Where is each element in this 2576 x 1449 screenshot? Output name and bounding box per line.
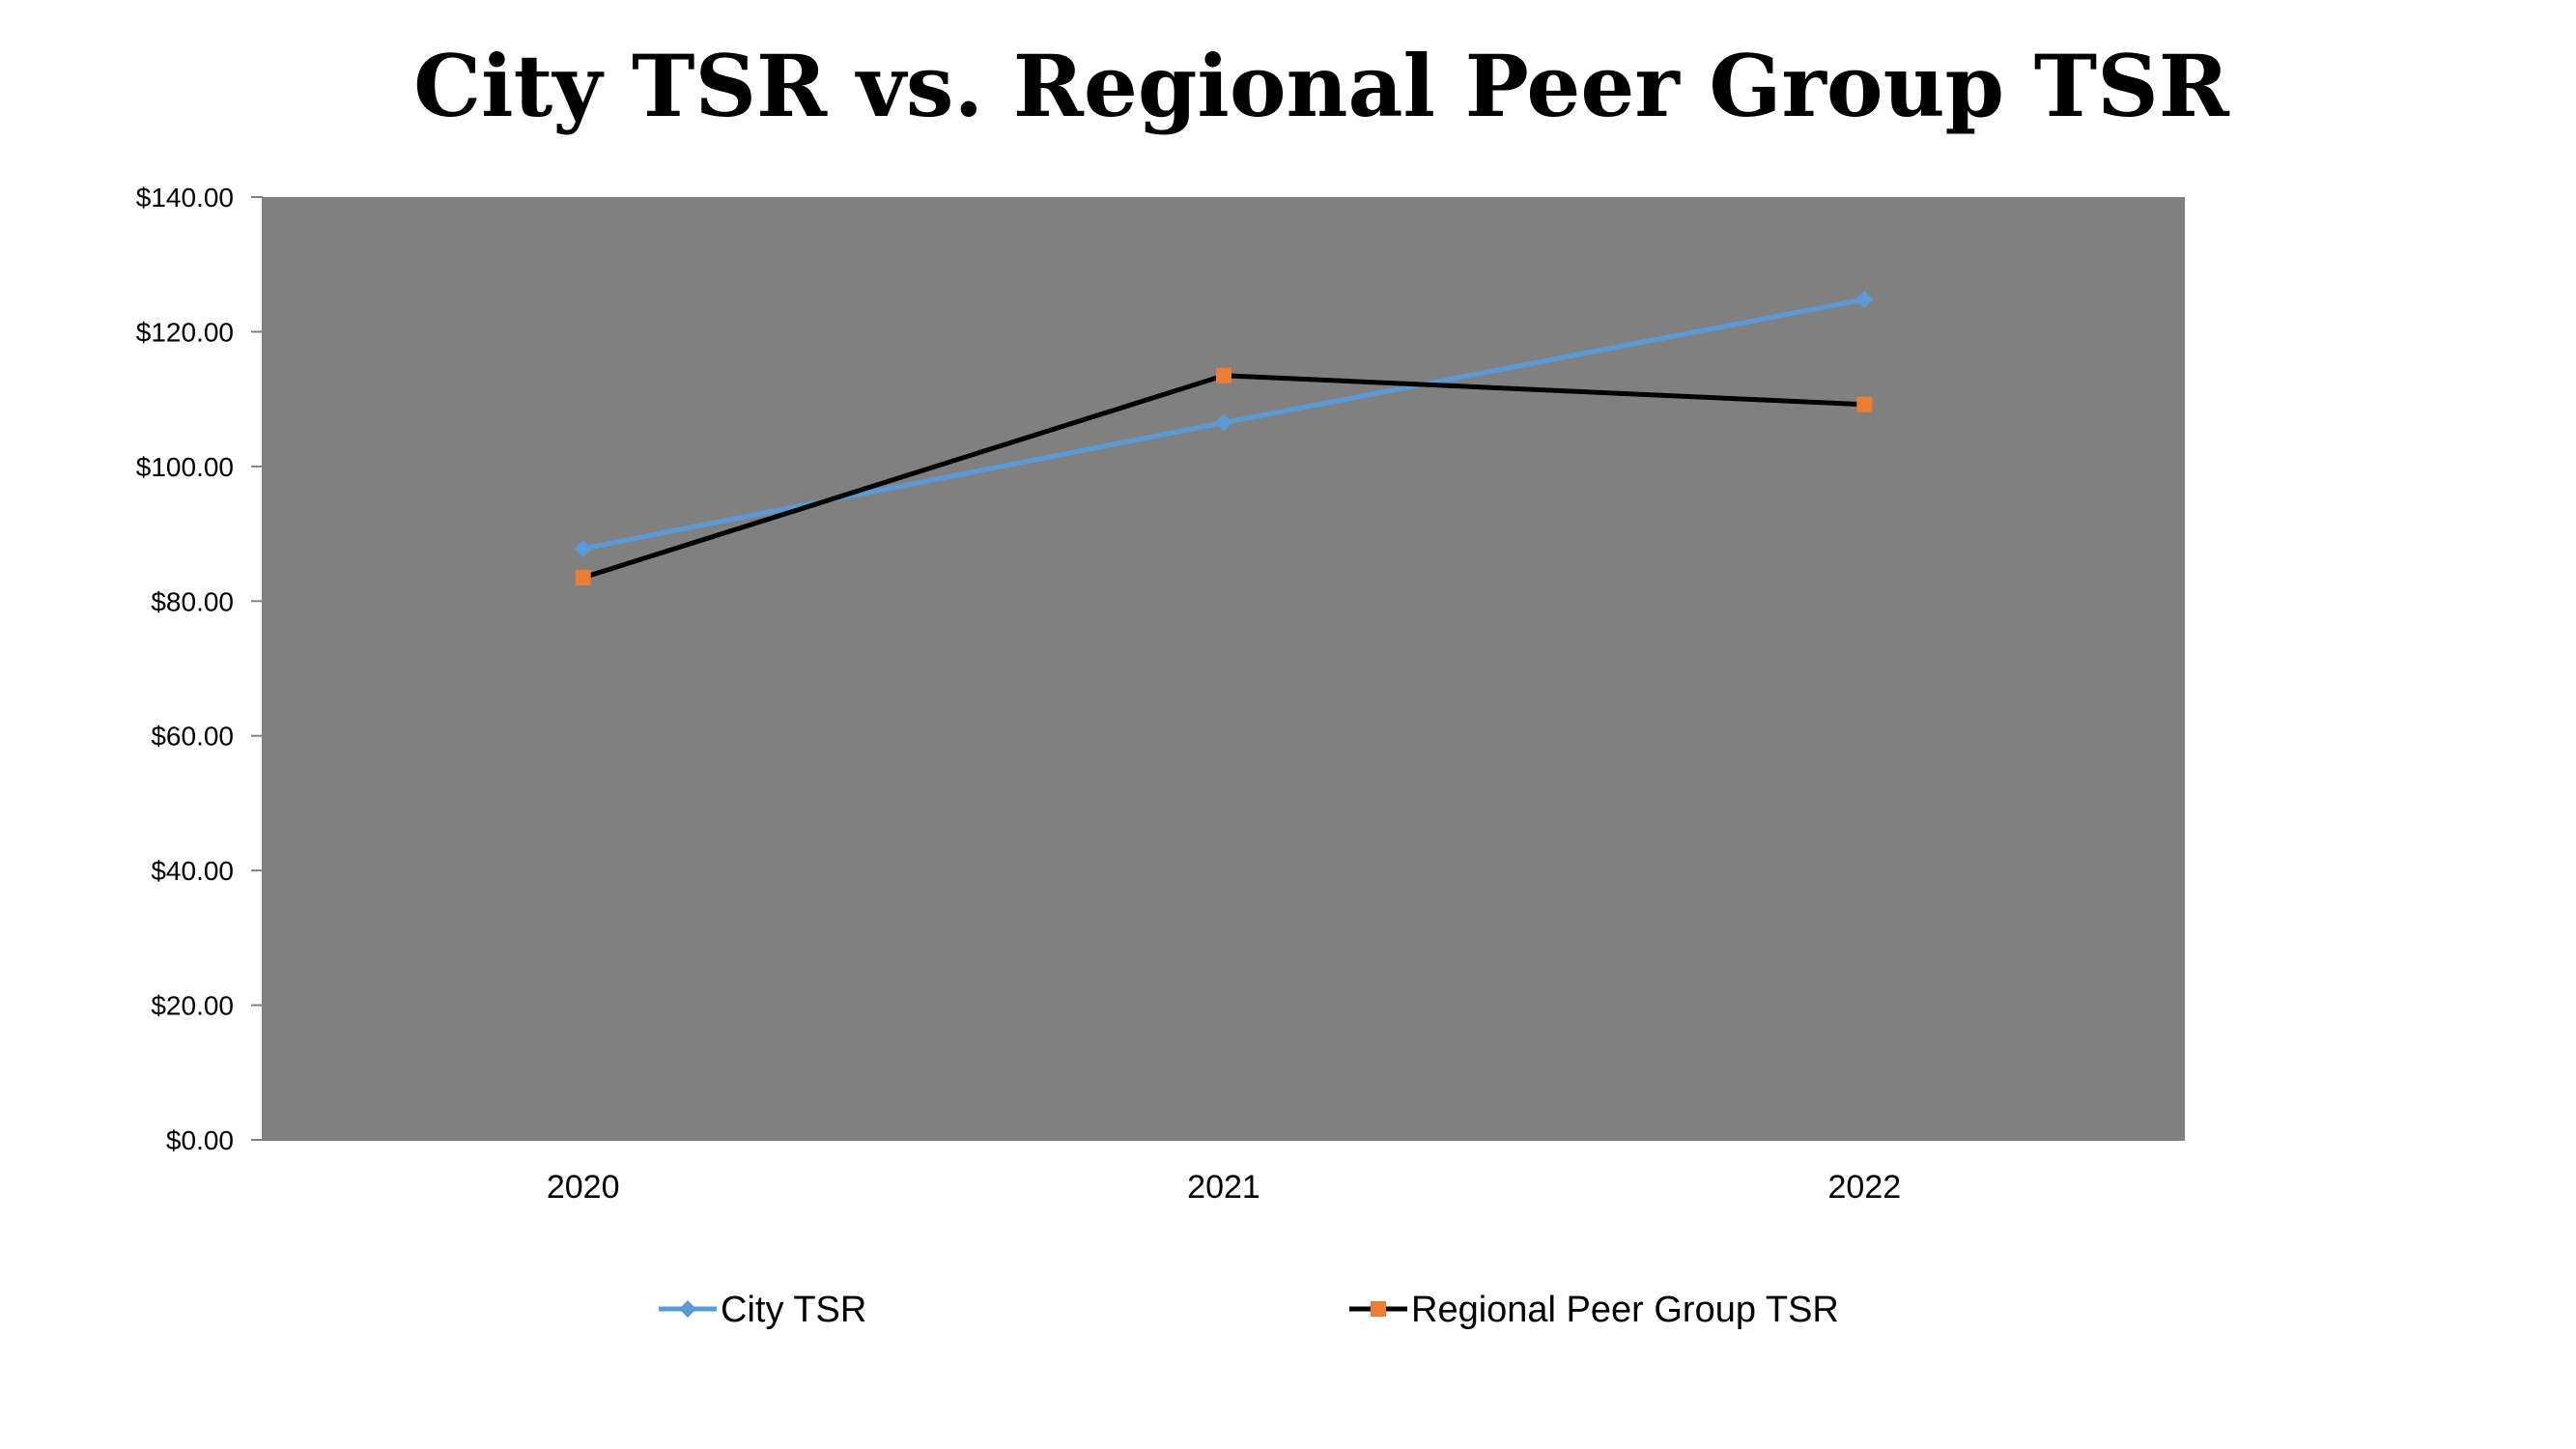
series-1 (574, 290, 1874, 557)
series-layer (574, 290, 1874, 585)
legend: City TSR Regional Peer Group TSR (659, 1290, 1839, 1330)
y-tick-label: $100.00 (136, 452, 234, 482)
axes (262, 197, 2185, 1141)
legend-label: City TSR (721, 1290, 866, 1330)
data-point (1855, 290, 1874, 308)
legend-item: Regional Peer Group TSR (1349, 1290, 1839, 1330)
y-axis-ticks: $0.00 $20.00 $40.00 $60.00 $80.00 $100.00 $120… (136, 183, 263, 1155)
data-point (1216, 367, 1231, 384)
data-point (574, 539, 592, 557)
data-point (575, 569, 591, 585)
y-tick-label: $120.00 (136, 317, 234, 347)
x-tick-label: 2022 (1828, 1169, 1902, 1206)
legend-marker (1371, 1301, 1386, 1317)
x-tick-label: 2021 (1187, 1169, 1260, 1206)
y-tick-label: $0.00 (166, 1125, 234, 1155)
legend-item: City TSR (659, 1290, 866, 1330)
y-tick-label: $80.00 (151, 586, 234, 616)
y-tick-label: $140.00 (136, 183, 234, 213)
chart-title: City TSR vs. Regional Peer Group TSR (413, 36, 2230, 136)
y-tick-label: $20.00 (151, 991, 234, 1021)
x-axis-labels: 2020 2021 2022 (547, 1169, 1901, 1206)
series-2 (575, 367, 1873, 585)
y-tick-label: $40.00 (151, 856, 234, 886)
legend-label: Regional Peer Group TSR (1411, 1290, 1839, 1330)
plot-area (263, 197, 2185, 1140)
y-tick-label: $60.00 (151, 722, 234, 752)
legend-marker (679, 1300, 696, 1318)
x-tick-label: 2020 (547, 1169, 620, 1206)
data-point (1856, 396, 1873, 412)
data-point (1215, 413, 1232, 432)
